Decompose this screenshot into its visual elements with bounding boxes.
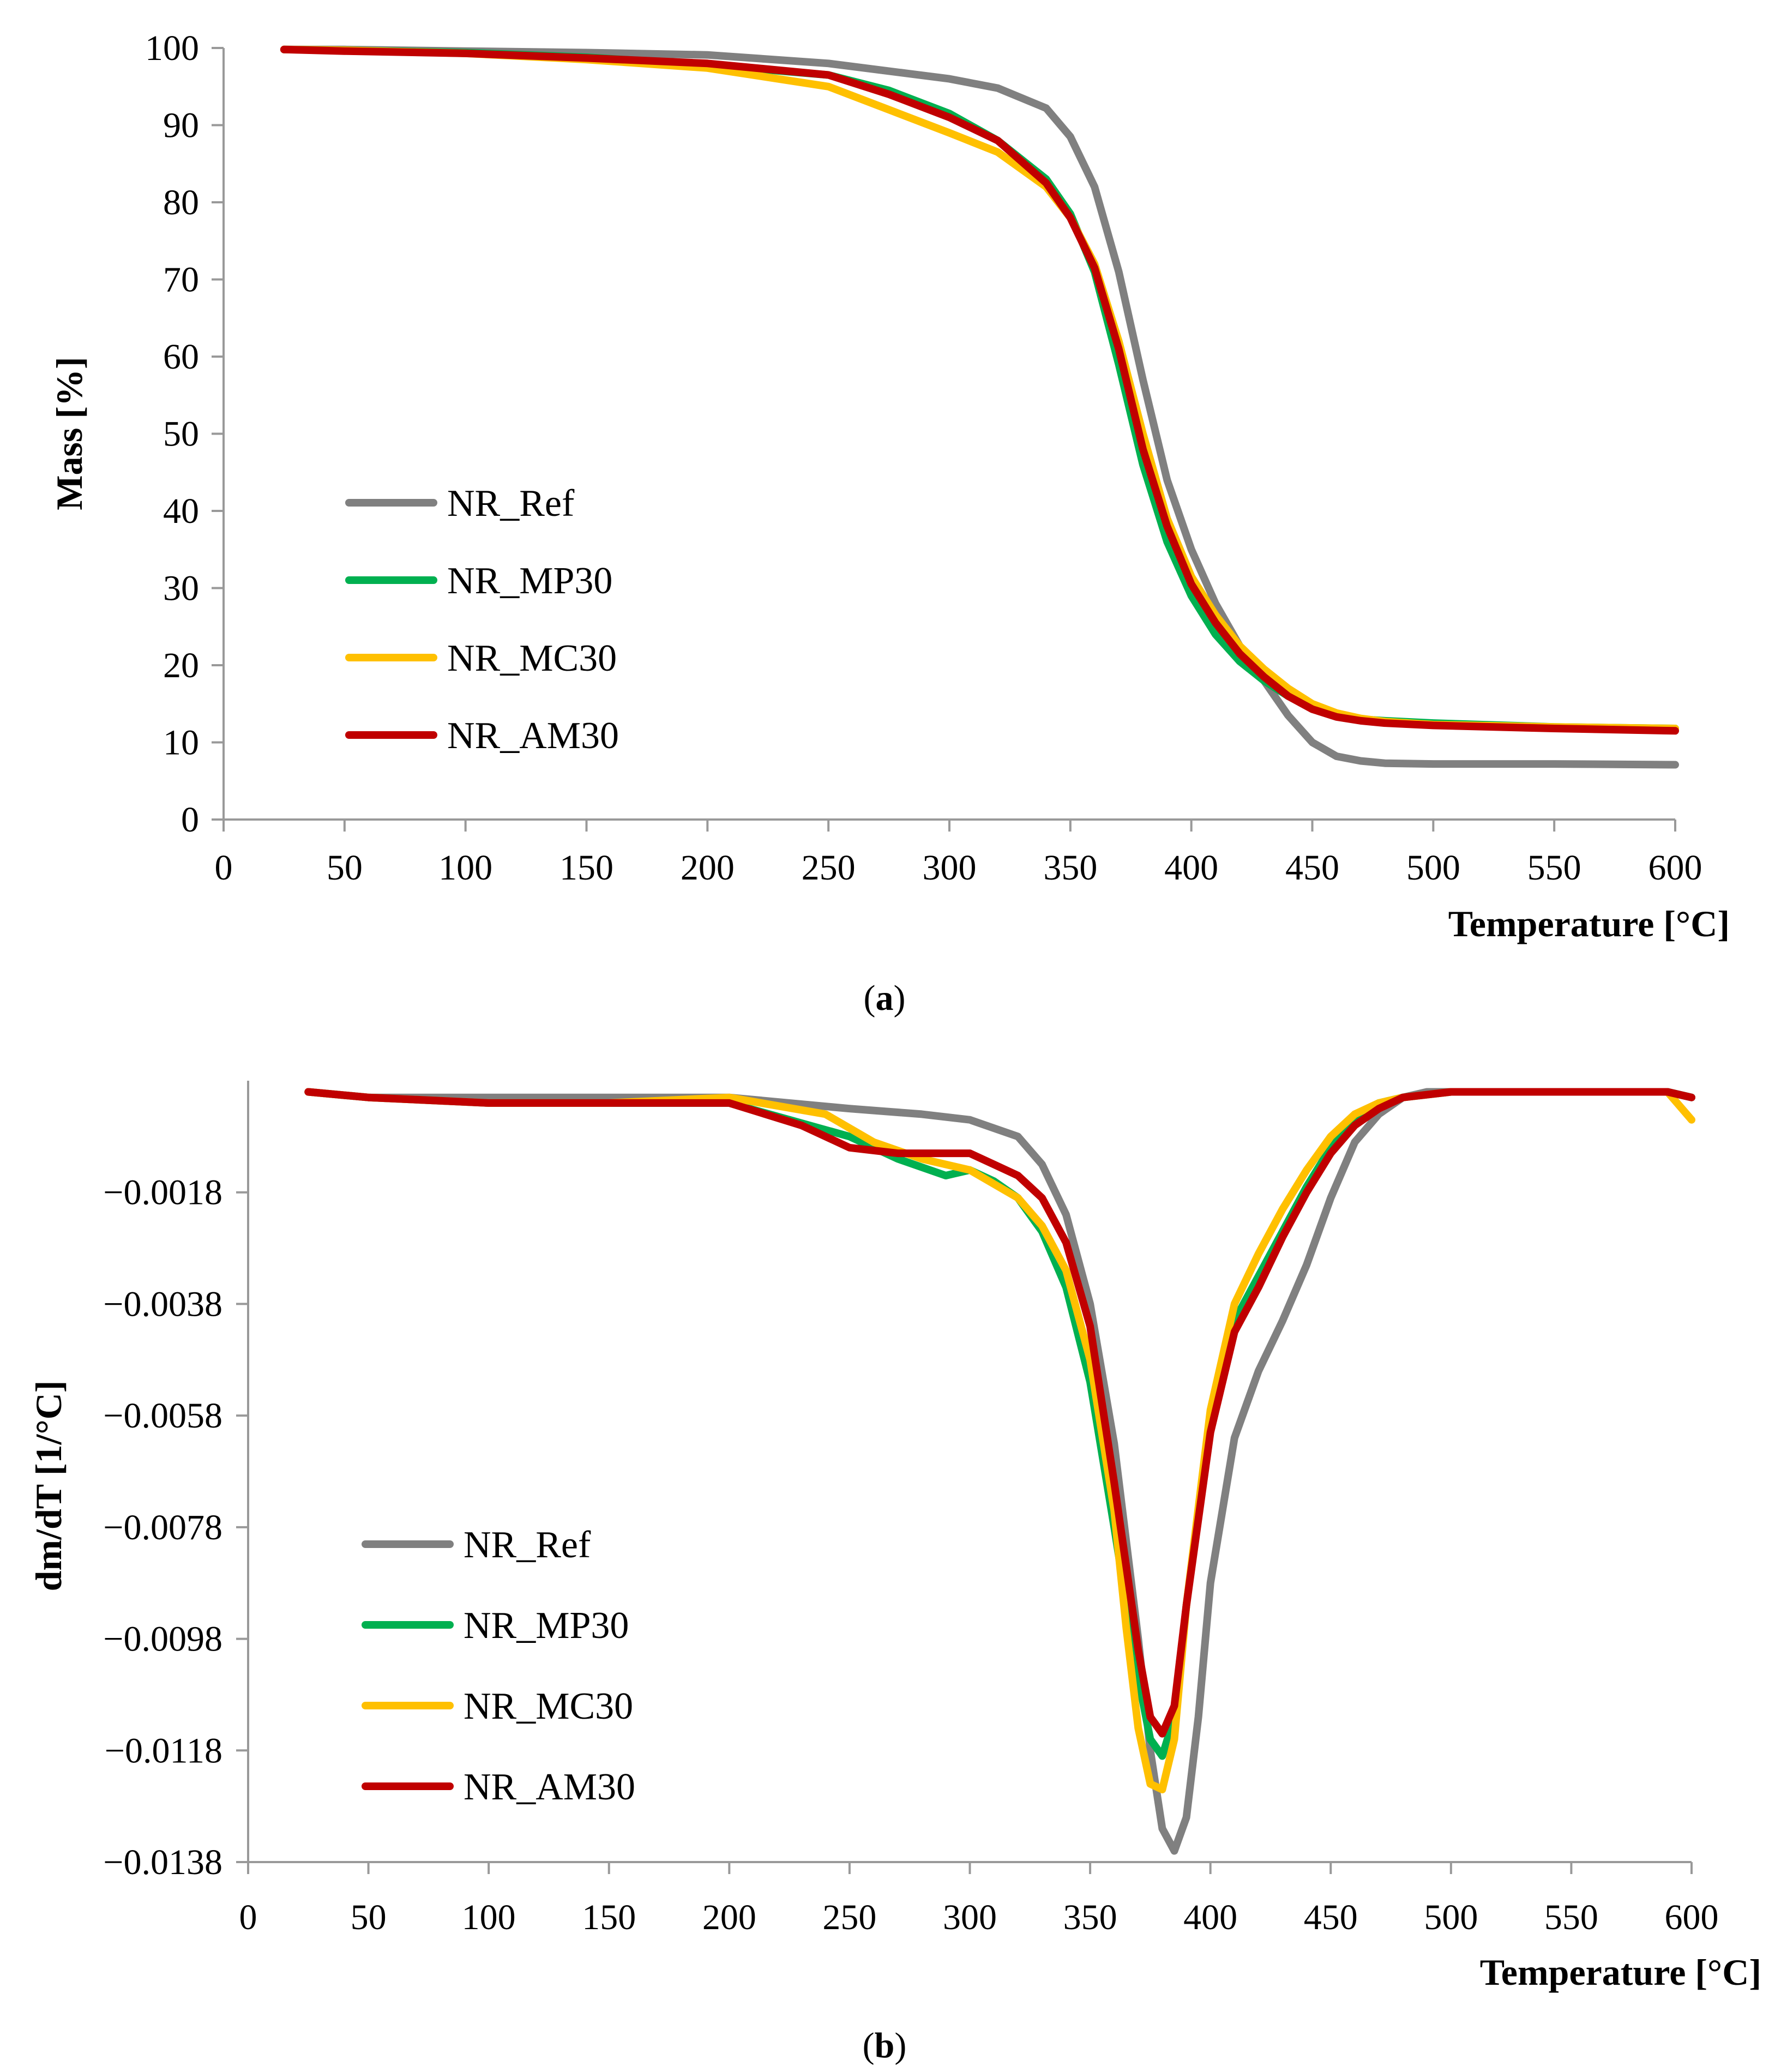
chart-a-x-tick-label: 50	[327, 848, 363, 888]
chart-a-legend-label: NR_AM30	[447, 715, 619, 757]
chart-b-legend-label: NR_AM30	[464, 1766, 635, 1808]
chart-a-legend-label: NR_MC30	[447, 637, 617, 679]
chart-a-y-tick-label: 40	[163, 491, 199, 531]
chart-a-y-axis-title: Mass [%]	[49, 357, 90, 510]
chart-b-x-tick-label: 450	[1304, 1898, 1358, 1937]
chart-b-y-tick-label: −0.0018	[103, 1173, 222, 1213]
chart-b-x-tick-label: 0	[239, 1898, 257, 1937]
chart-b-x-tick-label: 200	[702, 1898, 756, 1937]
chart-b-legend-label: NR_MP30	[464, 1605, 629, 1647]
chart-b-y-tick-label: −0.0078	[103, 1508, 222, 1547]
chart-a-y-tick-label: 70	[163, 260, 199, 300]
chart-b-x-tick-label: 350	[1063, 1898, 1117, 1937]
chart-a-series-nr-ref	[280, 45, 1679, 769]
chart-a-mass: 0 10 20 30 40 50 60 70 80 90 100 0 50 100 150 200 250 300…	[49, 28, 1730, 1018]
chart-a-y-tick-label: 60	[163, 337, 199, 377]
chart-b-y-tick-label: −0.0098	[103, 1619, 222, 1659]
chart-b-legend-label: NR_Ref	[464, 1524, 591, 1566]
chart-b-x-tick-label: 150	[582, 1898, 636, 1937]
chart-a-x-tick-label: 500	[1406, 848, 1460, 888]
chart-a-caption: (a)	[864, 978, 906, 1018]
chart-a-x-tick-label: 100	[438, 848, 492, 888]
chart-b-y-tick-label: −0.0038	[103, 1284, 222, 1324]
chart-a-y-tick-label: 50	[163, 414, 199, 454]
chart-b-x-tick-label: 500	[1424, 1898, 1478, 1937]
chart-b-x-tick-label: 300	[943, 1898, 997, 1937]
chart-b-y-tick-label: −0.0138	[103, 1842, 222, 1882]
chart-b-legend-label: NR_MC30	[464, 1685, 633, 1727]
chart-a-x-tick-label: 400	[1164, 848, 1218, 888]
chart-a-y-tick-label: 100	[145, 28, 199, 68]
chart-b-y-axis-title: dm/dT [1/°C]	[28, 1381, 69, 1592]
chart-b-series-nr-mc30	[304, 1088, 1695, 1793]
chart-a-x-tick-label: 600	[1648, 848, 1702, 888]
chart-a-x-tick-label: 0	[215, 848, 233, 888]
chart-b-series-nr-am30	[304, 1088, 1695, 1738]
chart-b-y-tick-label: −0.0058	[103, 1396, 222, 1436]
chart-b-x-tick-label: 550	[1544, 1898, 1598, 1937]
chart-a-y-tick-label: 80	[163, 183, 199, 222]
chart-a-x-axis-title: Temperature [°C]	[1448, 903, 1730, 944]
chart-a-y-tick-label: 0	[181, 800, 199, 840]
chart-a-x-tick-label: 250	[802, 848, 856, 888]
chart-a-y-tick-label: 30	[163, 569, 199, 609]
chart-b-x-tick-label: 250	[822, 1898, 876, 1937]
chart-a-y-tick-label: 90	[163, 106, 199, 146]
chart-a-x-tick-label: 200	[681, 848, 735, 888]
chart-a-x-tick-label: 550	[1527, 848, 1581, 888]
chart-b-x-tick-label: 400	[1183, 1898, 1237, 1937]
chart-b-caption: (b)	[863, 2026, 907, 2065]
chart-a-series-nr-am30	[280, 45, 1679, 735]
chart-a-x-tick-label: 300	[923, 848, 977, 888]
chart-b-x-axis-title: Temperature [°C]	[1480, 1951, 1761, 1993]
chart-b-derivative: −0.0018 −0.0038 −0.0058 −0.0078 −0.0098 −0.01…	[28, 1081, 1761, 2065]
chart-b-y-tick-label: −0.0118	[105, 1731, 222, 1770]
chart-a-legend-label: NR_MP30	[447, 560, 612, 602]
chart-a-x-tick-label: 450	[1285, 848, 1339, 888]
chart-a-x-tick-label: 150	[559, 848, 613, 888]
chart-b-x-tick-label: 100	[462, 1898, 516, 1937]
chart-a-y-tick-label: 20	[163, 646, 199, 685]
chart-b-x-tick-label: 600	[1665, 1898, 1719, 1937]
chart-a-legend-label: NR_Ref	[447, 483, 575, 525]
chart-a-series-nr-mc30	[280, 45, 1679, 732]
chart-a-y-tick-label: 10	[163, 723, 199, 763]
chart-b-series-nr-ref	[304, 1088, 1695, 1855]
chart-a-x-tick-label: 350	[1043, 848, 1097, 888]
chart-b-x-tick-label: 50	[351, 1898, 387, 1937]
chart-a-series-nr-mp30	[280, 45, 1679, 732]
